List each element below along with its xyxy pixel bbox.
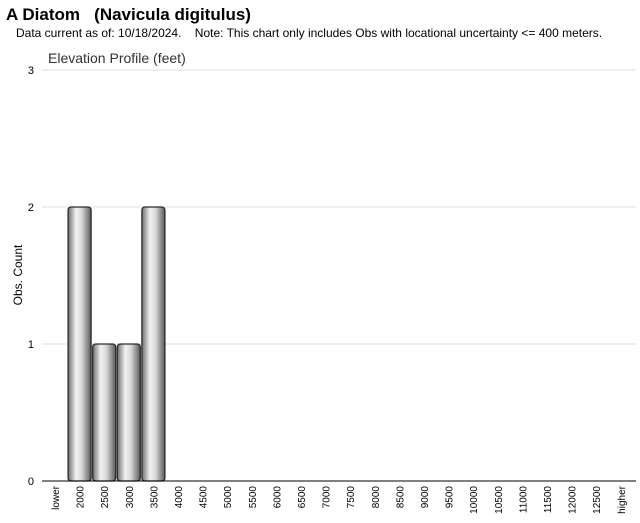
x-tick-label: 8000 <box>371 486 382 509</box>
bar-3000 <box>116 343 141 482</box>
x-tick-label: 9500 <box>445 486 456 509</box>
data-note: Data current as of: 10/18/2024. Note: Th… <box>16 26 603 40</box>
x-tick-label: 10500 <box>494 486 505 514</box>
x-tick-label: 5000 <box>223 486 234 509</box>
x-tick-label: 9000 <box>420 486 431 509</box>
x-tick-label: 11500 <box>543 486 554 514</box>
x-tick-label: 2000 <box>76 486 87 509</box>
y-tick-label: 2 <box>28 202 34 214</box>
x-tick-label: 7000 <box>322 486 333 509</box>
y-tick-labels: 0 1 2 3 <box>28 65 34 488</box>
x-tick-label: 11000 <box>518 486 529 514</box>
x-tick-label: 7500 <box>346 486 357 509</box>
gridlines <box>42 69 636 345</box>
x-tick-labels: lower 2000 2500 3000 3500 4000 4500 5000 5500 600… <box>51 485 628 513</box>
x-tick-label: 3000 <box>125 486 136 509</box>
y-axis-label: Obs. Count <box>11 244 25 305</box>
bar-2500 <box>92 343 117 482</box>
x-tick-label: 4000 <box>174 486 185 509</box>
x-tick-label: 4500 <box>199 486 210 509</box>
bars <box>67 206 166 482</box>
x-tick-label: 8500 <box>395 486 406 509</box>
x-tick-label: 2500 <box>100 486 111 509</box>
x-tick-label: 6500 <box>297 486 308 509</box>
x-tick-label: 12500 <box>592 486 603 514</box>
y-tick-label: 3 <box>28 65 34 77</box>
bar-2000 <box>67 206 92 482</box>
x-tick-label: 10000 <box>469 486 480 514</box>
x-tick-label: 3500 <box>149 486 160 509</box>
x-tick-label: 6000 <box>272 486 283 509</box>
chart-title: Elevation Profile (feet) <box>48 50 186 66</box>
y-tick-label: 0 <box>28 476 34 488</box>
x-tick-label: higher <box>617 485 628 513</box>
x-tick-label: 12000 <box>568 486 579 514</box>
x-tick-label: 5500 <box>248 486 259 509</box>
x-tick-label: lower <box>51 485 62 510</box>
y-tick-label: 1 <box>28 339 34 351</box>
page-title: A Diatom (Navicula digitulus) <box>6 5 251 24</box>
bar-3500 <box>141 206 166 482</box>
